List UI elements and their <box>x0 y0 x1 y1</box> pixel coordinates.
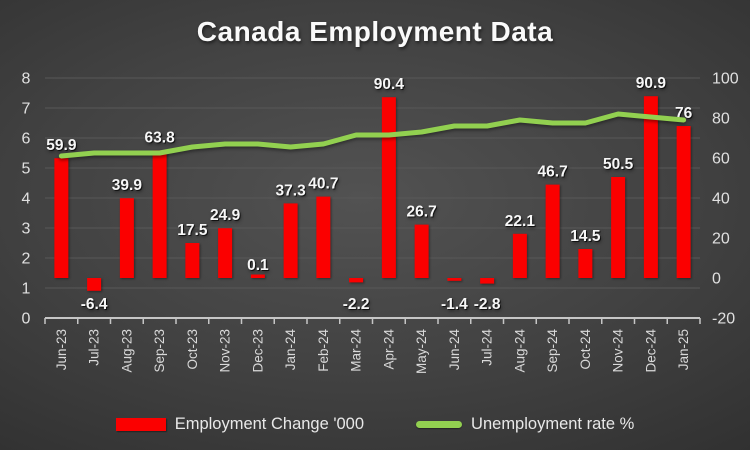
x-label-Oct-24: Oct-24 <box>578 329 593 370</box>
bar-Apr-24 <box>381 97 396 278</box>
data-label-Jul-23: -6.4 <box>81 296 108 313</box>
bar-Nov-24 <box>611 177 626 278</box>
legend-line-label: Unemployment rate % <box>471 415 635 433</box>
bar-Oct-24 <box>578 249 593 278</box>
x-axis-category-labels: Jun-23 Jul-23 Aug-23 Sep-23 Oct-23 Nov-23 Dec-… <box>54 329 691 375</box>
bar-Aug-23 <box>119 198 134 278</box>
right-axis-labels: -20 0 20 40 60 80 100 <box>712 71 739 328</box>
x-axis <box>44 317 701 324</box>
bar-Sep-23 <box>152 150 167 278</box>
data-label-Oct-23: 17.5 <box>177 222 208 239</box>
data-label-Mar-24: -2.2 <box>343 296 370 313</box>
right-axis-tick-label: 0 <box>712 271 721 288</box>
data-label-Apr-24: 90.4 <box>374 76 405 93</box>
x-label-Jun-24: Jun-24 <box>447 329 462 371</box>
bar-Nov-23 <box>218 228 233 278</box>
bar-Dec-24 <box>643 96 658 278</box>
legend-bar-label: Employment Change '000 <box>174 415 365 433</box>
bar-May-24 <box>414 224 429 278</box>
x-label-Feb-24: Feb-24 <box>316 329 331 372</box>
bar-Dec-23 <box>250 274 265 278</box>
left-axis-tick-label: 7 <box>22 101 31 118</box>
legend-bar-swatch-icon <box>115 418 166 431</box>
x-label-Aug-24: Aug-24 <box>512 329 527 373</box>
bar-data-labels: 59.9 -6.4 39.9 63.8 17.524.9 0.1 37.3 40.7 -2.2 9… <box>46 75 692 313</box>
right-axis-tick-label: -20 <box>712 311 735 328</box>
legend-item-employment-change: Employment Change '000 <box>115 415 365 434</box>
bar-Jul-23 <box>87 278 102 291</box>
left-axis-tick-label: 8 <box>22 71 31 88</box>
x-label-Jan-24: Jan-24 <box>283 329 298 371</box>
unemployment-rate-line <box>58 111 687 159</box>
employment-change-bars <box>54 96 691 291</box>
data-label-Jan-24: 37.3 <box>276 182 307 199</box>
data-label-Nov-24: 50.5 <box>603 156 634 173</box>
right-axis-tick-label: 60 <box>712 151 730 168</box>
data-label-Jun-24: -1.4 <box>441 296 468 313</box>
bar-Jun-24 <box>447 278 462 281</box>
data-label-Sep-24: 46.7 <box>538 164 568 181</box>
bar-Aug-24 <box>512 233 527 278</box>
x-label-Jun-23: Jun-23 <box>54 329 69 370</box>
left-axis-tick-label: 3 <box>22 221 31 238</box>
bar-Jan-24 <box>283 203 298 278</box>
right-axis-tick-label: 20 <box>712 231 730 248</box>
x-label-Jul-23: Jul-23 <box>87 329 102 366</box>
gridlines <box>45 77 700 289</box>
x-label-Aug-23: Aug-23 <box>119 329 134 373</box>
x-label-Jan-25: Jan-25 <box>676 329 691 370</box>
left-axis-tick-label: 2 <box>22 251 31 268</box>
data-label-Nov-23: 24.9 <box>210 207 241 224</box>
data-label-Sep-23: 63.8 <box>145 129 176 146</box>
x-label-Apr-24: Apr-24 <box>381 329 396 370</box>
data-label-May-24: 26.7 <box>407 204 437 221</box>
bar-Sep-24 <box>545 184 560 278</box>
legend-line-swatch-icon <box>416 421 463 428</box>
right-axis-tick-label: 100 <box>712 71 739 88</box>
x-label-Nov-24: Nov-24 <box>611 329 626 373</box>
bar-Oct-23 <box>185 243 200 278</box>
x-label-May-24: May-24 <box>414 329 429 375</box>
x-label-Sep-23: Sep-23 <box>152 329 167 373</box>
x-label-Jul-24: Jul-24 <box>480 329 495 366</box>
data-label-Aug-23: 39.9 <box>112 177 143 194</box>
x-label-Oct-23: Oct-23 <box>185 329 200 370</box>
data-label-Oct-24: 14.5 <box>570 228 601 245</box>
x-label-Dec-24: Dec-24 <box>643 329 658 373</box>
left-axis-tick-label: 6 <box>22 131 31 148</box>
combo-chart-plot: 0 1 2 3 4 5 6 7 8 -20 0 20 40 60 80 100 59.9 -6.4 39.9 63.8… <box>22 71 739 375</box>
left-axis-tick-label: 1 <box>22 281 31 298</box>
legend-item-unemployment-rate: Unemployment rate % <box>416 415 634 434</box>
bar-Jun-23 <box>54 158 69 278</box>
bar-Feb-24 <box>316 196 331 278</box>
bar-Mar-24 <box>349 278 364 283</box>
left-axis-labels: 0 1 2 3 4 5 6 7 8 <box>22 71 31 328</box>
data-label-Jul-24: -2.8 <box>474 296 501 313</box>
left-axis-tick-label: 0 <box>22 311 31 328</box>
x-label-Dec-23: Dec-23 <box>250 329 265 373</box>
x-label-Nov-23: Nov-23 <box>218 329 233 373</box>
data-label-Dec-24: 90.9 <box>636 75 667 92</box>
chart-legend: Employment Change '000 Unemployment rate… <box>0 415 750 434</box>
data-label-Feb-24: 40.7 <box>308 176 338 193</box>
left-axis-tick-label: 5 <box>22 161 31 178</box>
right-axis-tick-label: 40 <box>712 191 730 208</box>
x-label-Sep-24: Sep-24 <box>545 329 560 373</box>
chart-title: Canada Employment Data <box>196 16 554 47</box>
bar-Jul-24 <box>480 278 495 284</box>
right-axis-tick-label: 80 <box>712 111 730 128</box>
left-axis-tick-label: 4 <box>22 191 31 208</box>
data-label-Jun-23: 59.9 <box>46 137 77 154</box>
data-label-Aug-24: 22.1 <box>505 213 536 230</box>
x-label-Mar-24: Mar-24 <box>349 329 364 372</box>
bar-Jan-25 <box>676 126 691 278</box>
data-label-Dec-23: 0.1 <box>247 257 269 274</box>
